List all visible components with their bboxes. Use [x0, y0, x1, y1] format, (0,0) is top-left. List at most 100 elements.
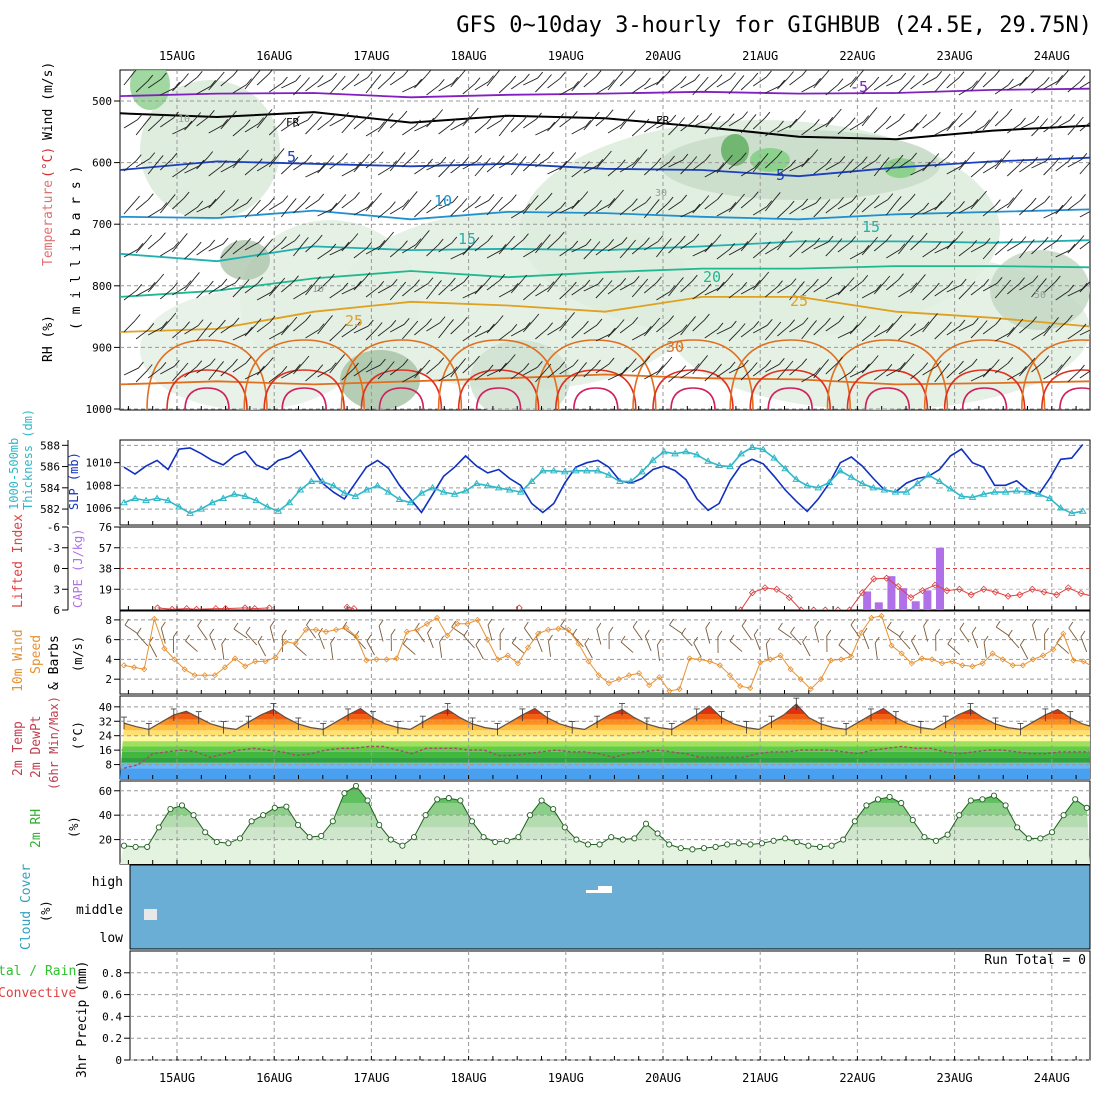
cape-tick-label: 57 [99, 542, 112, 555]
rh2m-label: 2m RH [29, 809, 44, 848]
rh2m-point [330, 819, 335, 824]
isotherm-label: 20 [703, 268, 721, 286]
wind10m-frame [120, 611, 1090, 694]
axis-tick-label: 6 [105, 634, 112, 647]
axis-tick-label: 800 [92, 280, 112, 293]
precip-tick-label: 0.2 [102, 1032, 122, 1045]
rh2m-point [307, 835, 312, 840]
rh2m-point [574, 837, 579, 842]
date-label-bottom: 18AUG [451, 1071, 487, 1085]
rh2m-point [458, 798, 463, 803]
cloud-level-middle: middle [76, 903, 123, 918]
rh2m-point [1084, 805, 1089, 810]
isotherm-label: 10 [434, 192, 452, 210]
date-label-top: 16AUG [256, 49, 292, 63]
rh2m-point [539, 798, 544, 803]
rh-contour-label: 50 [1034, 290, 1046, 301]
axis-tick-label: 4 [105, 653, 112, 666]
precip-tick-label: 0.6 [102, 989, 122, 1002]
wind10m-label-3: & Barbs [47, 635, 62, 690]
rh2m-point [922, 835, 927, 840]
thickness-tick-label: 588 [40, 439, 60, 452]
rh2m-point [875, 797, 880, 802]
cloud-cover-panel: high middle low [76, 865, 1090, 949]
rh2m-point [1061, 813, 1066, 818]
date-label-bottom: 20AUG [645, 1071, 681, 1085]
axis-tick-label: 500 [92, 95, 112, 108]
cloud-level-low: low [100, 931, 124, 946]
rh2m-point [806, 843, 811, 848]
rh2m-point [864, 803, 869, 808]
precip-ticks: 00.20.40.60.8 [102, 967, 130, 1067]
millibars-label: ( m i l l i b a r s ) [69, 166, 84, 330]
precip-convective-label: Convective [0, 986, 76, 1001]
li-tick-label: 6 [53, 604, 60, 617]
rh2m-point [968, 798, 973, 803]
date-label-top: 17AUG [353, 49, 389, 63]
precip-total-rain-label: tal / Rain [0, 964, 76, 979]
rh2m-point [736, 841, 741, 846]
wind-barb-flag [1092, 115, 1097, 121]
rh2m-point [388, 837, 393, 842]
rh2m-point [493, 839, 498, 844]
cloud-low-block [144, 909, 157, 920]
rh-shade [140, 290, 360, 410]
rh2m-point [957, 813, 962, 818]
rh-shade [130, 60, 170, 110]
li-tick-label: 0 [53, 563, 60, 576]
rh2m-point [551, 806, 556, 811]
rh2m-unit: (%) [67, 816, 81, 838]
rh2m-point [643, 821, 648, 826]
wind10m-label-1: 10m Wind [11, 629, 26, 692]
rh2m-point [933, 838, 938, 843]
rh2m-point [794, 839, 799, 844]
rh2m-point [562, 825, 567, 830]
rh2m-point [1049, 830, 1054, 835]
rh2m-point [748, 842, 753, 847]
date-label-top: 21AUG [742, 49, 778, 63]
rh2m-point [121, 843, 126, 848]
freezing-level-label: FR [656, 114, 670, 127]
rh2m-point [980, 797, 985, 802]
rh-contour-label: 30 [655, 188, 667, 199]
rh2m-point [1015, 825, 1020, 830]
rh2m-point [377, 822, 382, 827]
date-label-top: 18AUG [451, 49, 487, 63]
rh2m-point [725, 842, 730, 847]
cloud-level-high: high [92, 875, 123, 890]
isotherm-label: -5 [850, 78, 868, 96]
cape-tick-label: 76 [99, 521, 112, 534]
li-tick-label: 3 [53, 583, 60, 596]
rh2m-point [481, 835, 486, 840]
rh2m-point [446, 795, 451, 800]
rh-label: RH (%) [41, 315, 56, 362]
rh2m-point [261, 813, 266, 818]
precip-panel: 00.20.40.60.8 Run Total = 0 [102, 951, 1090, 1067]
rh2m-point [203, 830, 208, 835]
cloud-high-block-2 [598, 886, 612, 893]
cape-tick-label: 38 [99, 563, 112, 576]
isotherm-label: 5 [776, 166, 785, 184]
rh2m-point [655, 831, 660, 836]
freezing-level-label: FR [286, 116, 300, 129]
rh2m-point [667, 842, 672, 847]
rh-contour-label: 10 [178, 114, 190, 125]
run-total-label: Run Total = 0 [984, 953, 1086, 968]
rh2m-point [342, 791, 347, 796]
cape-bar [863, 591, 871, 610]
rh2m-point [771, 838, 776, 843]
rh2m-point [852, 819, 857, 824]
rh2m-point [841, 837, 846, 842]
rh2m-point [365, 798, 370, 803]
date-label-top: 22AUG [839, 49, 875, 63]
rh2m-point [759, 841, 764, 846]
rh2m-point [527, 813, 532, 818]
rh2m-point [597, 842, 602, 847]
rh2m-point [829, 843, 834, 848]
